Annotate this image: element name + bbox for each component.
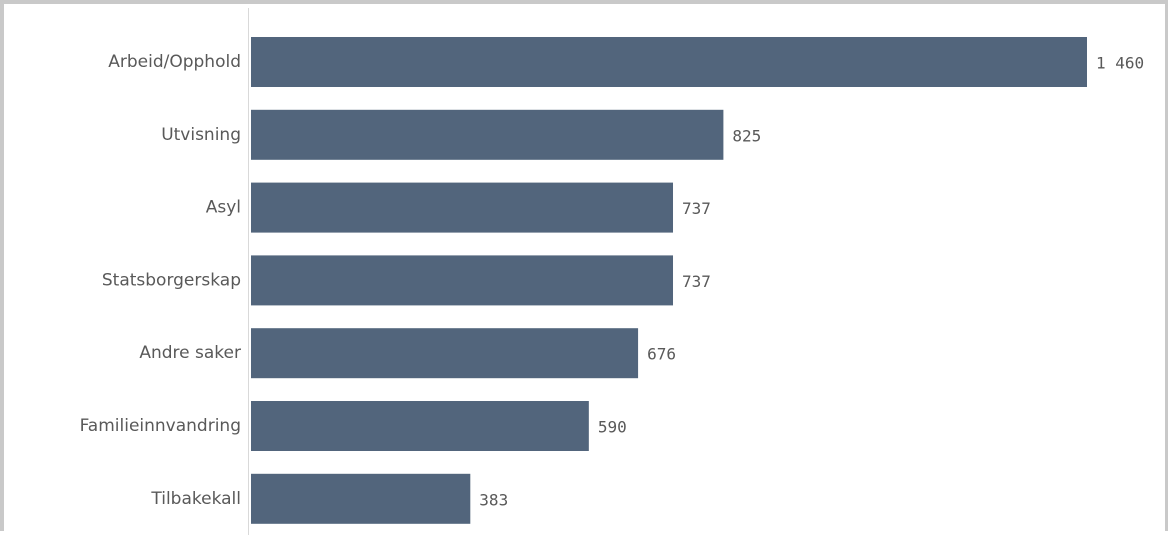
category-label-2: Asyl: [206, 198, 241, 218]
category-label-3: Statsborgerskap: [102, 270, 241, 290]
bars-layer: Arbeid/Opphold 1 460 Utvisning 825 Asyl 737 St…: [80, 37, 1144, 524]
bar-5: [251, 401, 589, 451]
value-label-6: 383: [479, 490, 508, 509]
bar-6: [251, 473, 471, 524]
value-label-0: 1 460: [1096, 54, 1144, 73]
category-label-0: Arbeid/Opphold: [108, 52, 241, 72]
category-label-5: Familieinnvandring: [80, 416, 241, 436]
bar-chart: Arbeid/Opphold 1 460 Utvisning 825 Asyl 737 St…: [80, 8, 1144, 535]
value-label-3: 737: [682, 272, 711, 291]
bar-1: [251, 109, 724, 160]
category-label-1: Utvisning: [161, 125, 241, 145]
bar-0: [251, 37, 1087, 87]
category-label-4: Andre saker: [139, 343, 241, 363]
value-label-2: 737: [682, 199, 711, 218]
bar-4: [251, 328, 639, 379]
value-label-4: 676: [647, 345, 676, 364]
category-label-6: Tilbakekall: [150, 489, 241, 509]
value-label-5: 590: [598, 418, 627, 437]
bar-2: [251, 182, 674, 233]
value-label-1: 825: [732, 126, 761, 145]
bar-3: [251, 255, 674, 306]
